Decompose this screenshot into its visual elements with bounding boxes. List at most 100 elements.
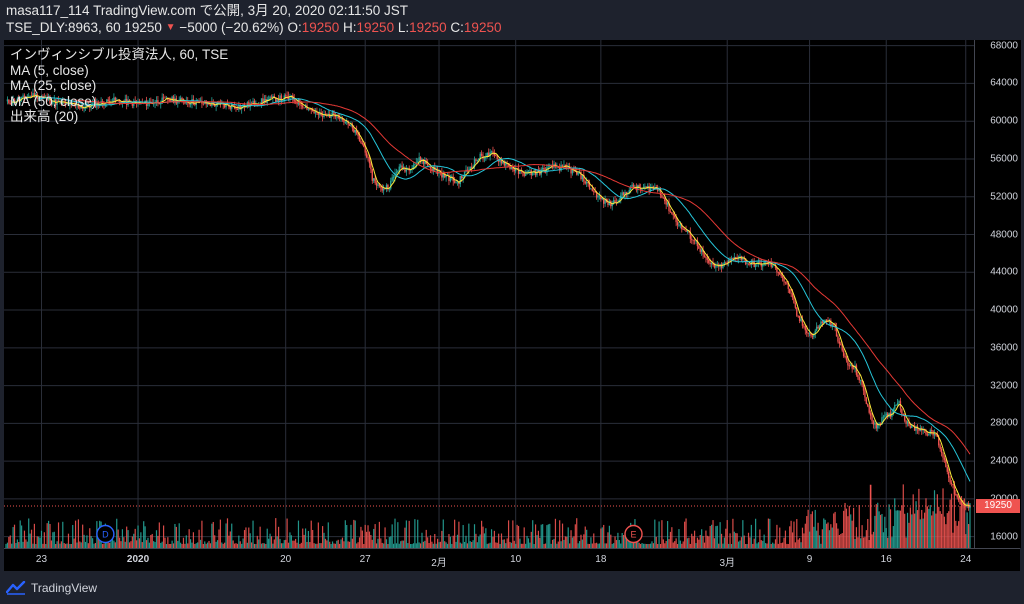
candle-body [185,101,188,104]
legend-ma50[interactable]: MA (50, close) [10,93,97,109]
candle-body [570,169,572,174]
volume-bar [446,543,449,548]
candle-body [915,426,917,431]
volume-bar [16,539,18,548]
volume-bar [909,507,911,548]
volume-bar [544,543,547,548]
candle-body [673,215,676,218]
candle-body [343,119,345,123]
volume-bar [848,505,850,548]
volume-bar [364,524,366,548]
candle-body [270,96,273,98]
volume-bar [580,534,582,548]
volume-bar [180,542,182,548]
volume-bar [482,526,484,548]
volume-bar [750,524,752,548]
volume-bar [625,535,628,548]
candle-body [89,106,91,108]
volume-bar [678,529,680,548]
candle-body [550,164,552,166]
time-tick-label: 10 [510,554,522,565]
legend-series-title[interactable]: インヴィンシブル投資法人, 60, TSE [10,47,229,62]
volume-bar [103,543,105,548]
candle-body [708,259,710,263]
candle-body [732,257,734,260]
candle-body [621,192,623,196]
volume-bar [537,530,540,548]
candle-body [358,136,361,142]
volume-bar [874,515,876,548]
volume-bar [438,542,440,548]
candle-body [348,124,351,126]
volume-bar [337,539,339,548]
volume-bar [404,527,406,548]
volume-bar [620,543,622,548]
volume-bar [912,494,914,548]
volume-bar [331,541,334,548]
volume-bar [189,539,192,548]
volume-bar [381,542,383,548]
volume-bar [385,539,388,548]
volume-bar [427,537,429,548]
candle-body [276,99,278,102]
candle-body [111,101,114,104]
volume-bar [574,524,576,548]
volume-bar [316,543,318,548]
volume-bar [405,520,407,548]
volume-bar [659,543,662,548]
volume-bar [174,523,176,548]
time-axis[interactable]: 23 2020 20 27 2月 10 18 3月 9 16 24 [4,548,1020,571]
volume-bar [415,543,417,548]
volume-bar [654,519,656,548]
candle-body [896,402,899,405]
candle-body [229,106,232,109]
candle-body [595,192,598,198]
volume-bar [260,543,263,548]
candle-body [246,102,249,108]
candle-body [558,167,561,171]
volume-bar [801,527,804,548]
volume-bar [891,537,893,548]
volume-bar [828,530,831,548]
close-label: C: [450,20,464,35]
volume-bar [764,543,767,548]
volume-bar [226,518,229,548]
candle-body [631,184,633,187]
volume-bar [600,528,602,548]
candle-body [762,265,764,267]
price-tick-label: 36000 [990,342,1018,354]
candle-body [936,434,939,437]
candle-body [313,111,315,114]
volume-bar [73,538,75,548]
volume-bar [567,527,569,548]
volume-bar [711,524,713,548]
volume-bar [904,513,906,548]
volume-bar [452,535,454,548]
volume-bar [245,527,247,548]
candle-body [905,420,907,424]
candle-body [681,224,683,229]
legend-ma25[interactable]: MA (25, close) [10,78,97,93]
candle-body [496,155,498,159]
legend-ma5[interactable]: MA (5, close) [10,62,89,78]
volume-bar [282,543,284,548]
volume-bar [123,537,125,548]
volume-bar [675,538,677,548]
legend-volume[interactable]: 出来高 (20) [10,109,79,124]
volume-bar [40,530,43,548]
volume-bar [786,543,788,548]
candle-body [10,103,13,105]
candle-body [16,98,19,102]
candle-body [300,104,303,106]
volume-bar [746,544,748,548]
price-axis[interactable]: 68000 64000 60000 56000 52000 48000 44000 40000… [974,40,1021,548]
candle-body [895,404,897,406]
volume-bar [459,542,461,548]
volume-bar [571,537,574,548]
candle-body [194,104,196,106]
candle-body [807,333,809,334]
candle-body [330,116,332,118]
volume-bar [908,522,910,548]
